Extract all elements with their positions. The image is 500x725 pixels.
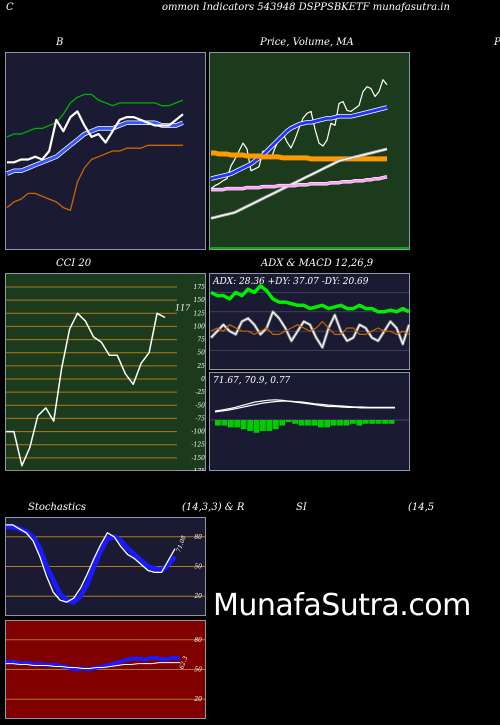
stoch-tick-80: 80	[194, 534, 202, 541]
macd-hist-bar-25	[375, 420, 382, 424]
adx-bg	[209, 273, 410, 370]
cci-tick--25: -25	[195, 389, 205, 396]
series-ma_slow	[210, 148, 388, 219]
cci-tick-50: 50	[197, 350, 205, 357]
macd-hist-bar-26	[382, 420, 388, 424]
macd-hist-bar-8	[266, 420, 273, 431]
price-ma-chart	[209, 52, 410, 250]
macd-hist-bar-13	[298, 420, 305, 426]
cci-tick-25: 25	[196, 363, 205, 370]
macd-hist-bar-0	[215, 420, 221, 426]
macd-hist-bar-6	[253, 420, 260, 433]
bollinger-bg	[5, 52, 206, 250]
stoch-title-left: Stochastics	[28, 502, 86, 513]
macd-hist-bar-22	[356, 420, 363, 426]
cci-tick-0: 0	[201, 376, 205, 383]
cci-tick--100: -100	[192, 429, 206, 436]
stoch-title-mid: (14,3,3) & R	[182, 502, 245, 513]
macd-hist-bar-24	[369, 420, 376, 424]
adx-chart: ADX: 28.36 +DY: 37.07 -DY: 20.69	[209, 273, 410, 370]
series-lower	[6, 144, 183, 212]
bollinger-title: B	[56, 37, 64, 48]
series-middle	[6, 121, 184, 175]
macd-hist-bar-19	[337, 420, 343, 426]
macd-hist-bar-15	[311, 420, 318, 426]
cci-tick--75: -75	[195, 415, 205, 422]
macd-hist-bar-1	[221, 420, 228, 426]
bollinger-chart	[5, 52, 206, 250]
series-minus-di	[210, 320, 410, 336]
series-price	[210, 79, 388, 190]
adx-macd-title: ADX & MACD 12,26,9	[261, 258, 374, 269]
macd-hist-bar-20	[343, 420, 350, 426]
series-ema_orange	[211, 150, 387, 162]
macd-hist-bar-3	[234, 420, 241, 428]
macd-hist-bar-2	[227, 420, 234, 428]
series-stoch-d	[6, 524, 176, 603]
cci-last-label: 117	[175, 303, 191, 312]
rsi-last-label: 62.3	[178, 655, 189, 670]
series-stoch-k	[6, 524, 177, 605]
macd-chart: 71.67, 70.9, 0.77	[209, 372, 410, 471]
cci-tick--50: -50	[195, 402, 205, 409]
cci-tick--150: -150	[192, 455, 206, 462]
rsi-tick-20: 20	[193, 696, 202, 703]
rsi-tick-50: 50	[194, 667, 202, 674]
macd-hist-bar-11	[285, 420, 292, 422]
page-title: ommon Indicators 543948 DSPPSBKETF munaf…	[162, 2, 450, 13]
macd-hist-bar-14	[305, 420, 311, 426]
macd-hist-bar-10	[279, 420, 286, 426]
macd-hist-bar-27	[388, 420, 395, 424]
price-ma-title: Price, Volume, MA	[260, 37, 354, 48]
series-adx	[210, 284, 410, 314]
cci-tick-150: 150	[194, 297, 206, 304]
cci-tick-100: 100	[194, 323, 206, 330]
rsi-chart: 80 50 20 62.3	[5, 620, 206, 719]
cci-tick--175: -175	[192, 468, 206, 471]
macd-hist-bar-23	[362, 420, 369, 424]
series-ma_pink	[211, 175, 388, 191]
macd-hist-bar-9	[272, 420, 279, 430]
series-plus-di	[210, 311, 410, 349]
macd-hist-bar-18	[330, 420, 337, 426]
series-rsi-white	[6, 662, 180, 669]
stoch-tick-20: 20	[193, 593, 202, 600]
adx-label: ADX: 28.36 +DY: 37.07 -DY: 20.69	[212, 277, 369, 287]
header-c: C	[6, 2, 14, 13]
macd-hist-bar-17	[324, 420, 331, 428]
macd-hist-bar-16	[317, 420, 324, 428]
cci-tick-175: 175	[194, 284, 206, 291]
watermark: MunafaSutra.com	[213, 588, 471, 623]
macd-hist-bar-12	[292, 420, 298, 424]
macd-hist-bar-21	[350, 420, 356, 424]
series-cci	[6, 312, 166, 467]
cci-chart: 175 150 125 100 75 50 25 0 -25 -50 -75 -100 -125 -150…	[5, 273, 206, 471]
series-signal	[214, 400, 395, 413]
macd-hist-bar-4	[240, 420, 247, 430]
cci-bg	[5, 273, 206, 471]
series-macd	[214, 399, 395, 412]
si-title-right: (14,5	[408, 502, 435, 513]
cci-tick--125: -125	[192, 442, 206, 449]
header-cut-right: P	[494, 37, 500, 48]
si-title: SI	[296, 502, 307, 513]
rsi-tick-80: 80	[194, 637, 202, 644]
macd-label: 71.67, 70.9, 0.77	[213, 376, 291, 386]
cci-title: CCI 20	[56, 258, 92, 269]
cci-tick-75: 75	[197, 337, 205, 344]
series-upper	[6, 93, 184, 138]
stoch-tick-50: 50	[194, 564, 202, 571]
series-price	[7, 110, 184, 164]
macd-hist-bar-5	[247, 420, 253, 431]
macd-hist-bar-7	[260, 420, 266, 431]
series-ma_fast	[210, 105, 388, 181]
cci-tick-125: 125	[194, 310, 206, 317]
